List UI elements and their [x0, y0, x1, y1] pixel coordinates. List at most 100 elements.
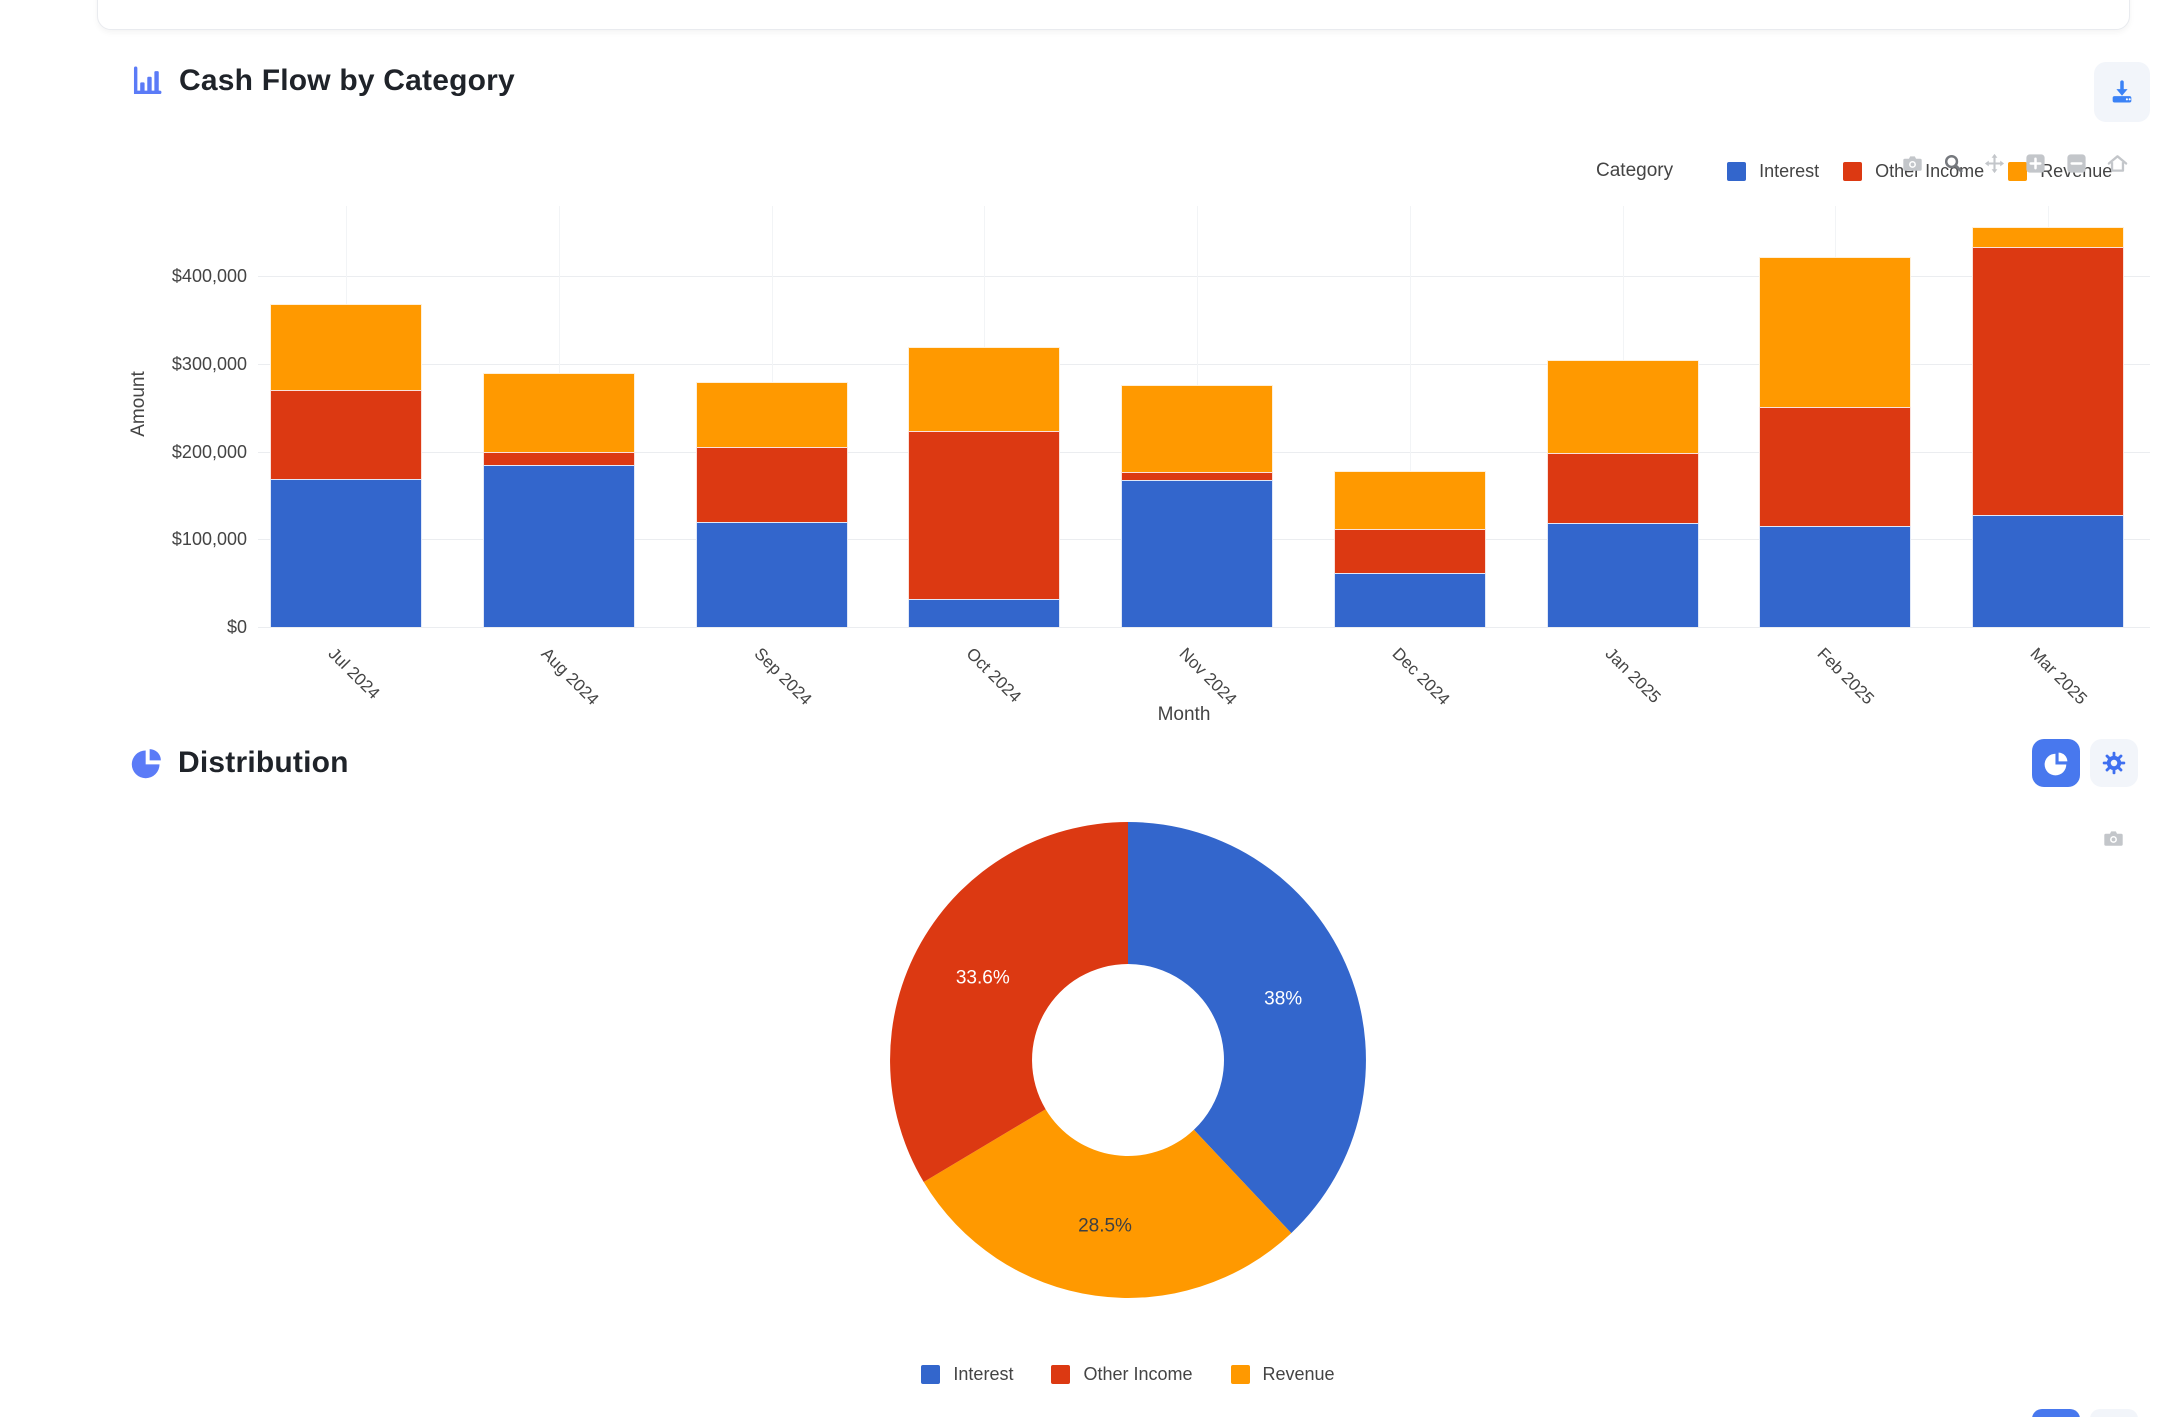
bar-segment-revenue[interactable] — [1546, 360, 1699, 454]
zoom-icon — [1944, 154, 1963, 173]
x-tick-label: Dec 2024 — [1388, 644, 1454, 709]
x-tick-label: Aug 2024 — [537, 644, 603, 709]
legend-label: Interest — [1759, 160, 1820, 181]
legend-label: Revenue — [1262, 1364, 1335, 1384]
modebar-zoom-out-button[interactable] — [2064, 151, 2088, 175]
y-tick-label: $400,000 — [171, 266, 247, 287]
pie-icon — [131, 747, 163, 779]
y-tick-label: $100,000 — [171, 529, 247, 550]
legend-swatch — [1727, 161, 1747, 181]
legend-title: Category — [1596, 160, 1674, 181]
bar-segment-revenue[interactable] — [482, 372, 635, 452]
bar-segment-revenue[interactable] — [1333, 470, 1486, 529]
gear-icon — [2101, 750, 2127, 776]
y-tick-label: $300,000 — [171, 353, 247, 374]
bar-segment-revenue[interactable] — [1759, 256, 1912, 407]
bar-segment-interest[interactable] — [482, 464, 635, 627]
x-tick-label: Jan 2025 — [1601, 644, 1664, 707]
pie-chart-modebar — [2101, 826, 2125, 850]
x-axis-title: Month — [1157, 704, 1211, 725]
download-button[interactable] — [2094, 62, 2150, 122]
bar-segment-other-income[interactable] — [1333, 528, 1486, 573]
legend-item-interest[interactable]: Interest — [1727, 161, 1819, 182]
camera-icon — [2103, 830, 2123, 846]
next-section-view-button-partial[interactable] — [2032, 1409, 2080, 1417]
next-section-settings-button-partial[interactable] — [2090, 1409, 2138, 1417]
modebar-pan-button[interactable] — [1982, 151, 2006, 175]
bar-segment-interest[interactable] — [908, 598, 1061, 627]
legend-swatch — [2008, 161, 2028, 181]
bar-segment-other-income[interactable] — [1546, 453, 1699, 523]
distribution-donut-chart: 38% 28.5% 33.6% — [890, 822, 1366, 1298]
legend-swatch — [1843, 161, 1863, 181]
bar-segment-interest[interactable] — [1121, 479, 1273, 627]
pie-slice-percentage: 38% — [1264, 988, 1302, 1009]
pie-slice-revenue[interactable] — [923, 1109, 1292, 1298]
bar-segment-revenue[interactable] — [1121, 384, 1273, 472]
y-axis-title: Amount — [128, 371, 149, 437]
bar-segment-interest[interactable] — [695, 521, 848, 627]
x-tick-label: Oct 2024 — [962, 644, 1026, 707]
bar-segment-interest[interactable] — [270, 478, 422, 627]
bar-segment-revenue[interactable] — [270, 304, 422, 391]
settings-button[interactable] — [2090, 739, 2138, 787]
legend-label: Interest — [953, 1364, 1014, 1384]
y-tick-label: $200,000 — [171, 441, 247, 462]
y-gridline — [258, 627, 2150, 628]
pie-slice-other-income[interactable] — [890, 822, 1128, 1182]
camera-icon — [1902, 155, 1922, 171]
legend-swatch — [921, 1365, 941, 1384]
modebar-home-button[interactable] — [2105, 151, 2129, 175]
pie-legend-item-other-income[interactable]: Other Income — [1051, 1364, 1193, 1385]
zoom-in-icon — [2025, 153, 2045, 173]
bar-chart-icon — [130, 64, 164, 98]
bar-segment-other-income[interactable] — [1121, 471, 1273, 480]
x-tick-label: Nov 2024 — [1175, 644, 1241, 709]
bar-segment-other-income[interactable] — [270, 390, 422, 479]
modebar-zoom-button[interactable] — [1941, 151, 1965, 175]
modebar-camera-button[interactable] — [1900, 151, 1924, 175]
bar-chart-modebar — [1900, 151, 2129, 175]
pie-chart-legend: Interest Other Income Revenue — [868, 1364, 1388, 1385]
bar-segment-other-income[interactable] — [1759, 406, 1912, 527]
pie-legend-item-revenue[interactable]: Revenue — [1230, 1364, 1335, 1385]
cash-flow-header: Cash Flow by Category — [130, 64, 515, 98]
bar-segment-interest[interactable] — [1759, 526, 1912, 627]
modebar-zoom-in-button[interactable] — [2023, 151, 2047, 175]
x-tick-label: Feb 2025 — [1813, 644, 1879, 709]
y-gridline — [258, 276, 2150, 278]
pie-view-button[interactable] — [2032, 739, 2080, 787]
pie-slice-interest[interactable] — [1128, 822, 1366, 1234]
bar-segment-interest[interactable] — [1972, 514, 2124, 627]
pan-icon — [1984, 153, 2004, 173]
x-tick-label: Jul 2024 — [324, 644, 384, 703]
pie-slice-percentage: 28.5% — [1078, 1215, 1132, 1236]
x-tick-label: Mar 2025 — [2026, 644, 2091, 709]
home-icon — [2107, 154, 2127, 172]
bar-segment-other-income[interactable] — [482, 451, 635, 465]
bar-segment-interest[interactable] — [1546, 522, 1699, 627]
cash-flow-title: Cash Flow by Category — [179, 64, 515, 97]
modebar-camera-button[interactable] — [2101, 826, 2125, 850]
x-tick-label: Sep 2024 — [750, 644, 815, 709]
bar-segment-interest[interactable] — [1333, 572, 1486, 627]
bar-segment-revenue[interactable] — [908, 347, 1061, 432]
x-gridline — [1409, 206, 1411, 627]
bar-segment-other-income[interactable] — [1972, 247, 2124, 515]
cash-flow-bar-chart: Amount Month Category Interest Other Inc… — [128, 151, 2150, 725]
y-tick-label: $0 — [226, 617, 247, 637]
bar-segment-revenue[interactable] — [1972, 226, 2124, 248]
pie-legend-item-interest[interactable]: Interest — [921, 1364, 1013, 1385]
zoom-out-icon — [2066, 153, 2086, 173]
pie-slice-percentage: 33.6% — [956, 968, 1010, 989]
bar-segment-other-income[interactable] — [695, 447, 848, 522]
legend-swatch — [1051, 1365, 1071, 1384]
distribution-title: Distribution — [178, 746, 349, 779]
distribution-header: Distribution — [131, 746, 349, 780]
bar-segment-other-income[interactable] — [908, 431, 1061, 599]
y-gridline — [258, 363, 2150, 365]
pie-icon — [2044, 751, 2069, 776]
bar-segment-revenue[interactable] — [695, 382, 848, 448]
legend-swatch — [1230, 1365, 1250, 1384]
